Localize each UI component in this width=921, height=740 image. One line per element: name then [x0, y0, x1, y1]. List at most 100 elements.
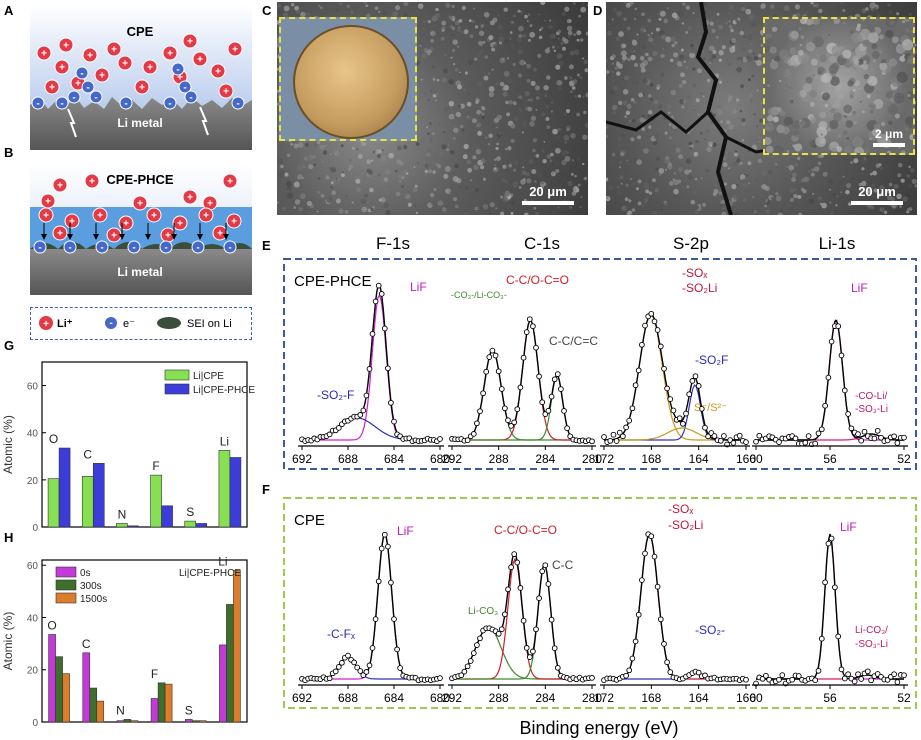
sem-grain: [293, 206, 297, 209]
sem-grain: [682, 2, 686, 6]
sem-grain: [815, 75, 818, 79]
sem-grain: [424, 169, 428, 173]
sem-grain: [699, 131, 703, 135]
li-ion-icon: [58, 37, 74, 53]
sem-grain: [880, 121, 886, 127]
sem-grain: [765, 200, 768, 203]
ion-sign: -: [228, 243, 231, 254]
sem-grain: [534, 180, 537, 183]
ion-sign: -: [183, 83, 186, 94]
legend-label: Li|CPE-PHCE: [193, 385, 255, 396]
sem-grain: [460, 124, 464, 129]
category-label: S: [186, 505, 194, 519]
xps-data-point: [730, 440, 737, 446]
sem-grain: [741, 178, 747, 184]
sem-grain: [448, 15, 453, 20]
sem-grain: [569, 50, 575, 56]
plot-frame: [41, 559, 248, 723]
sem-grain: [705, 168, 710, 173]
sem-grain: [414, 184, 418, 188]
sem-grain: [568, 64, 574, 70]
sem-grain: [522, 166, 525, 169]
sem-grain: [344, 209, 349, 214]
sem-grain: [861, 180, 867, 187]
sem-grain: [645, 52, 649, 57]
xps-data-point: [517, 585, 524, 591]
sem-grain: [455, 111, 461, 118]
sem-grain: [459, 186, 462, 189]
sem-grain: [862, 41, 869, 48]
sem-inset-texture: [765, 19, 913, 153]
legend-sei: SEI on Li: [187, 318, 232, 330]
sem-grain: [666, 104, 672, 109]
xps-envelope-curve: [452, 319, 592, 441]
sem-grain: [474, 188, 479, 193]
sem-grain: [462, 128, 465, 132]
sem-grain: [617, 190, 622, 195]
legend-label: 1500s: [80, 594, 107, 605]
xps-data-point: [548, 393, 555, 400]
sem-grain: [831, 147, 838, 153]
bar: [218, 450, 231, 528]
sem-grain: [491, 68, 494, 71]
sem-grain: [856, 23, 861, 28]
sem-grain: [457, 45, 460, 48]
sem-grain: [540, 26, 544, 30]
sem-grain: [333, 150, 340, 157]
sem-grain: [297, 141, 304, 148]
sem-grain: [472, 189, 476, 192]
sem-grain: [545, 161, 552, 168]
xps-data-point: [495, 368, 502, 375]
ion-sign: +: [122, 59, 128, 70]
sem-grain: [302, 211, 307, 215]
sem-grain: [364, 193, 369, 198]
sem-grain: [510, 211, 514, 215]
sem-grain: [896, 193, 902, 200]
sem-grain: [372, 206, 375, 209]
sem-grain: [821, 72, 832, 83]
sem-grain: [535, 154, 540, 158]
sem-grain: [687, 95, 691, 99]
xps-data-point: [855, 671, 861, 678]
xps-envelope-curve: [756, 319, 904, 441]
sem-grain: [441, 77, 447, 83]
sem-image-c: 20 μm: [277, 2, 588, 215]
sem-grain: [576, 112, 581, 117]
sem-grain: [441, 144, 447, 150]
sem-grain: [432, 93, 437, 98]
sem-grain: [751, 209, 754, 212]
sem-grain: [792, 120, 801, 129]
sem-grain: [690, 199, 696, 205]
sem-grain: [506, 57, 510, 60]
sem-grain: [464, 212, 469, 215]
sem-grain: [422, 28, 425, 30]
sem-grain: [658, 167, 665, 174]
sem-grain: [871, 183, 875, 187]
sem-grain: [862, 188, 866, 192]
sem-grain: [427, 98, 430, 101]
legend-swatch: [164, 383, 190, 395]
sem-grain: [886, 91, 894, 99]
bar: [229, 457, 242, 528]
sem-grain: [897, 43, 901, 47]
panel-label-c: C: [262, 3, 272, 18]
sem-grain: [907, 183, 913, 189]
sem-grain: [488, 86, 495, 92]
sem-grain: [625, 2, 631, 8]
sem-grain: [501, 178, 506, 183]
sem-grain: [845, 189, 850, 195]
sem-grain: [282, 206, 286, 211]
scale-bar-c-label: 20 μm: [529, 184, 567, 199]
sem-grain: [887, 150, 891, 153]
sem-grain: [497, 163, 501, 167]
sem-grain: [474, 206, 479, 211]
sem-grain: [283, 5, 290, 12]
sem-grain: [578, 14, 582, 18]
xps-data-point: [551, 376, 558, 383]
scale-bar-c: 20 μm: [522, 184, 574, 205]
y-axis-label: Atomic (%): [1, 415, 15, 474]
sem-grain: [429, 122, 432, 125]
ion-sign: -: [36, 99, 39, 110]
sem-grain: [906, 146, 911, 152]
sem-grain: [815, 174, 821, 180]
